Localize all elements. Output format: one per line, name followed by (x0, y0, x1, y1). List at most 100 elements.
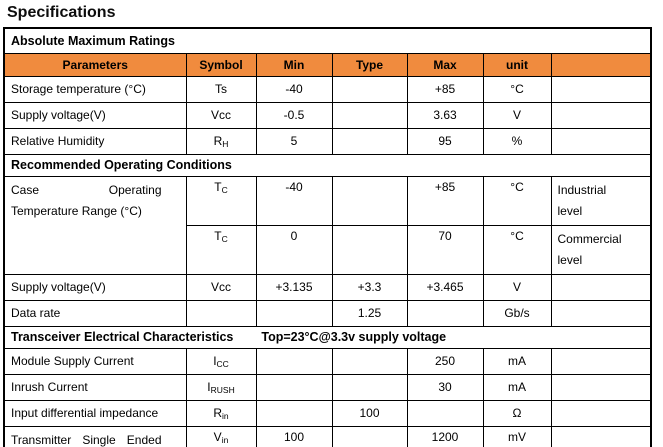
param-cell: Input differential impedance (3, 399, 187, 427)
table-row: Input differential impedance Rin 100 Ω (3, 399, 652, 427)
type-cell (331, 75, 408, 103)
max-cell: 1200 (406, 425, 484, 447)
table-row: Case Operating Temperature Range (°C) TC… (3, 175, 652, 275)
section-title-transceiver-electrical-characteristics: Transceiver Electrical Characteristics To… (3, 325, 652, 349)
symbol-subscript: in (221, 434, 229, 445)
column-header-row: Parameters Symbol Min Type Max unit (3, 52, 652, 77)
param-cell: Module Supply Current (3, 347, 187, 375)
max-cell (406, 399, 484, 427)
min-cell (255, 373, 333, 401)
min-cell: 5 (255, 127, 333, 155)
unit-cell: V (482, 101, 552, 129)
min-cell: -40 (255, 75, 333, 103)
section-header-row: Absolute Maximum Ratings (3, 27, 652, 54)
symbol-subscript: H (222, 139, 229, 149)
symbol-base: T (214, 179, 222, 194)
max-cell: +85 (406, 75, 484, 103)
symbol-cell: TC (185, 224, 257, 275)
symbol-base: R (213, 134, 223, 148)
unit-cell: mV (482, 425, 552, 447)
type-cell: +3.3 (331, 273, 408, 301)
type-cell (331, 127, 408, 155)
min-cell: -0.5 (255, 101, 333, 129)
param-cell: Inrush Current (3, 373, 187, 401)
table-row: Supply voltage(V) Vcc +3.135 +3.3 +3.465… (3, 273, 652, 301)
section-title-absolute-maximum-ratings: Absolute Maximum Ratings (3, 27, 652, 54)
type-cell (331, 373, 408, 401)
note-cell (550, 373, 652, 401)
column-header-note (550, 52, 652, 77)
page-title: Specifications (7, 4, 116, 21)
param-cell: Supply voltage(V) (3, 273, 187, 301)
param-cell: Supply voltage(V) (3, 101, 187, 129)
max-cell: +85 (406, 175, 484, 226)
symbol-base: Vcc (210, 108, 231, 122)
note-cell (550, 273, 652, 301)
max-cell: 3.63 (406, 101, 484, 129)
symbol-base: R (213, 406, 223, 421)
symbol-subscript: in (222, 411, 229, 422)
max-cell: +3.465 (406, 273, 484, 301)
symbol-cell: ICC (185, 347, 257, 375)
min-cell: 0 (255, 224, 333, 275)
table-row: Relative Humidity RH 5 95 % (3, 127, 652, 155)
symbol-subscript: C (221, 184, 228, 195)
section-title: Transceiver Electrical Characteristics (11, 330, 234, 345)
note-cell (550, 101, 652, 129)
symbol-base: I (207, 380, 211, 395)
table-row: Module Supply Current ICC 250 mA (3, 347, 652, 375)
unit-cell: Gb/s (482, 299, 552, 327)
note-cell (550, 299, 652, 327)
table-row: Data rate 1.25 Gb/s (3, 299, 652, 327)
column-header-max: Max (406, 52, 484, 77)
section-title-recommended-operating-conditions: Recommended Operating Conditions (3, 153, 652, 177)
note-cell: Industrial level (550, 175, 652, 226)
table-row: Storage temperature (°C) Ts -40 +85 °C (3, 75, 652, 103)
symbol-base: I (213, 354, 217, 369)
table-row: Inrush Current IRUSH 30 mA (3, 373, 652, 401)
section-header-row: Recommended Operating Conditions (3, 153, 652, 177)
type-cell (331, 347, 408, 375)
note-cell: Commercial level (550, 224, 652, 275)
max-cell: 70 (406, 224, 484, 275)
param-cell: Data rate (3, 299, 187, 327)
note-cell (550, 399, 652, 427)
unit-cell: °C (482, 175, 552, 226)
symbol-cell: Ts (185, 75, 257, 103)
column-header-symbol: Symbol (185, 52, 257, 77)
min-cell (255, 347, 333, 375)
symbol-cell: Vin (185, 425, 257, 447)
type-cell (331, 175, 408, 226)
specifications-table: Absolute Maximum Ratings Parameters Symb… (3, 27, 653, 447)
type-cell (331, 224, 408, 275)
symbol-subscript: RUSH (210, 385, 235, 396)
section-header-row: Transceiver Electrical Characteristics To… (3, 325, 652, 349)
section-condition-note: Top=23°C@3.3v supply voltage (261, 330, 447, 345)
symbol-base: Ts (215, 82, 227, 96)
column-header-type: Type (331, 52, 408, 77)
max-cell: 250 (406, 347, 484, 375)
min-cell (255, 399, 333, 427)
symbol-cell: Rin (185, 399, 257, 427)
table-row: Supply voltage(V) Vcc -0.5 3.63 V (3, 101, 652, 129)
unit-cell: % (482, 127, 552, 155)
min-cell (255, 299, 333, 327)
symbol-cell: Vcc (185, 101, 257, 129)
type-cell: 100 (331, 399, 408, 427)
unit-cell: Ω (482, 399, 552, 427)
symbol-cell: RH (185, 127, 257, 155)
column-header-min: Min (255, 52, 333, 77)
symbol-base: T (214, 228, 222, 243)
unit-cell: mA (482, 373, 552, 401)
unit-cell: °C (482, 75, 552, 103)
symbol-cell: IRUSH (185, 373, 257, 401)
param-cell: Transmitter Single Ended Input Voltage (… (3, 425, 187, 447)
min-cell: -40 (255, 175, 333, 226)
max-cell (406, 299, 484, 327)
symbol-subscript: C (221, 233, 228, 244)
param-cell: Storage temperature (°C) (3, 75, 187, 103)
max-cell: 95 (406, 127, 484, 155)
table-row: Transmitter Single Ended Input Voltage (… (3, 425, 652, 447)
type-cell: 1.25 (331, 299, 408, 327)
unit-cell: mA (482, 347, 552, 375)
